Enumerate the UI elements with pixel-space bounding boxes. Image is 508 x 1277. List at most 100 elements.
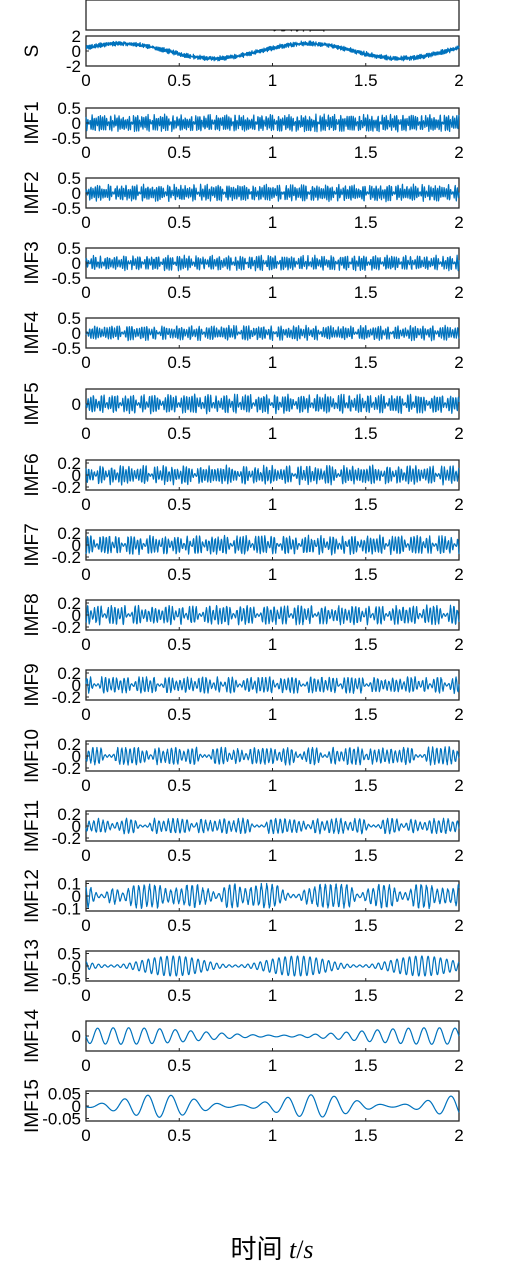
series-line-imf8 (85, 604, 460, 626)
y-axis-label: IMF4 (22, 311, 43, 355)
x-tick-label: 2 (454, 424, 463, 443)
y-axis-label: IMF11 (22, 800, 43, 852)
x-tick-label: 0.5 (167, 71, 191, 90)
x-tick-label: 2 (454, 1056, 463, 1075)
x-tick-label: 1.5 (354, 495, 378, 514)
series-line-imf12 (85, 882, 460, 910)
x-tick-label: 2 (454, 916, 463, 935)
y-axis-label: IMF5 (22, 382, 43, 425)
x-tick-label: 2 (454, 565, 463, 584)
y-tick-label: 0 (72, 466, 81, 485)
y-axis-label: IMF14 (22, 1009, 43, 1063)
x-tick-label: 0.5 (167, 916, 191, 935)
x-tick-label: 0.5 (167, 283, 191, 302)
y-tick-label: -0.5 (52, 269, 81, 288)
series-line-imf7 (85, 534, 460, 556)
x-tick-label: 0 (81, 71, 90, 90)
y-tick-label: -0.5 (52, 339, 81, 358)
y-tick-label: -0.1 (52, 900, 81, 919)
y-tick-label: 0.5 (57, 239, 81, 258)
x-tick-label: 1.5 (354, 71, 378, 90)
x-tick-label: 0.5 (167, 986, 191, 1005)
x-tick-label: 0 (81, 1126, 90, 1145)
x-tick-label: 0.5 (167, 495, 191, 514)
x-tick-label: 1.5 (354, 353, 378, 372)
y-tick-label: 0.2 (57, 524, 81, 543)
y-tick-label: 0.5 (57, 169, 81, 188)
x-tick-label: 1.5 (354, 143, 378, 162)
y-tick-label: 0 (72, 184, 81, 203)
x-tick-label: 1 (268, 986, 277, 1005)
y-axis-label: IMF8 (22, 593, 43, 636)
x-tick-label: 1.5 (354, 1056, 378, 1075)
series-line-imf6 (85, 464, 460, 486)
y-tick-label: -0.2 (52, 618, 81, 637)
axes-frame (85, 35, 460, 67)
x-tick-label: 1.5 (354, 916, 378, 935)
x-tick-label: 1 (268, 635, 277, 654)
y-tick-label: -0.2 (52, 759, 81, 778)
series-line-imf9 (85, 676, 460, 695)
subplot-imf5: 0 0.5 1 1.5 2 0 IMF5 (22, 382, 464, 443)
y-tick-label: 0.2 (57, 805, 81, 824)
y-tick-label: -0.5 (52, 199, 81, 218)
x-tick-label: 0 (81, 705, 90, 724)
x-tick-label: 2 (454, 635, 463, 654)
y-tick-label: 0.05 (48, 1085, 81, 1104)
x-tick-label: 1.5 (354, 705, 378, 724)
x-tick-label: 1 (268, 565, 277, 584)
series-line-imf5 (85, 393, 460, 415)
y-tick-label: 0 (72, 254, 81, 273)
y-tick-label: 0 (72, 887, 81, 906)
x-tick-label: 1.5 (354, 776, 378, 795)
x-tick-label: 0 (81, 565, 90, 584)
x-tick-label: 0.5 (167, 1126, 191, 1145)
y-tick-label: 0.1 (57, 875, 81, 894)
series-line-imf1 (85, 113, 460, 133)
x-tick-label: 0.5 (167, 846, 191, 865)
y-axis-label: IMF6 (22, 453, 43, 496)
x-tick-label: 0 (81, 353, 90, 372)
x-tick-label: 1 (268, 916, 277, 935)
series-line-imf15 (85, 1094, 460, 1118)
x-tick-label: 0.5 (167, 635, 191, 654)
x-tick-label: 1 (268, 705, 277, 724)
x-tick-label: 0.5 (167, 1056, 191, 1075)
y-tick-label: -0.2 (52, 829, 81, 848)
x-tick-label: 0 (81, 143, 90, 162)
x-tick-label: 1.5 (354, 0, 378, 4)
x-tick-label: 0 (81, 916, 90, 935)
series-line-s (85, 40, 460, 62)
x-tick-label: 0 (81, 0, 90, 4)
x-tick-label: 0 (81, 495, 90, 514)
y-axis-label: IMF13 (22, 939, 43, 993)
series-line-imf11 (85, 817, 460, 835)
y-axis-label: IMF12 (22, 869, 43, 923)
series-line-imf10 (85, 746, 460, 766)
x-tick-label: 1 (268, 1126, 277, 1145)
x-tick-label: 0 (81, 635, 90, 654)
y-axis-label: IMF2 (22, 171, 43, 214)
x-tick-label: 2 (454, 71, 463, 90)
x-tick-label: 2 (454, 495, 463, 514)
y-axis-label: IMF9 (22, 663, 43, 706)
y-tick-label: 0 (72, 817, 81, 836)
y-axis-label: IMF15 (22, 1079, 43, 1133)
y-tick-label: 0.5 (57, 99, 81, 118)
x-tick-label: 1 (268, 424, 277, 443)
x-tick-label: 0 (81, 776, 90, 795)
x-tick-label: 1.5 (354, 986, 378, 1005)
y-tick-label: 0 (72, 395, 81, 414)
x-tick-label: 0.5 (167, 776, 191, 795)
y-tick-label: -0.2 (52, 548, 81, 567)
y-tick-label: 0.5 (57, 945, 81, 964)
axes-frame (85, 599, 460, 631)
